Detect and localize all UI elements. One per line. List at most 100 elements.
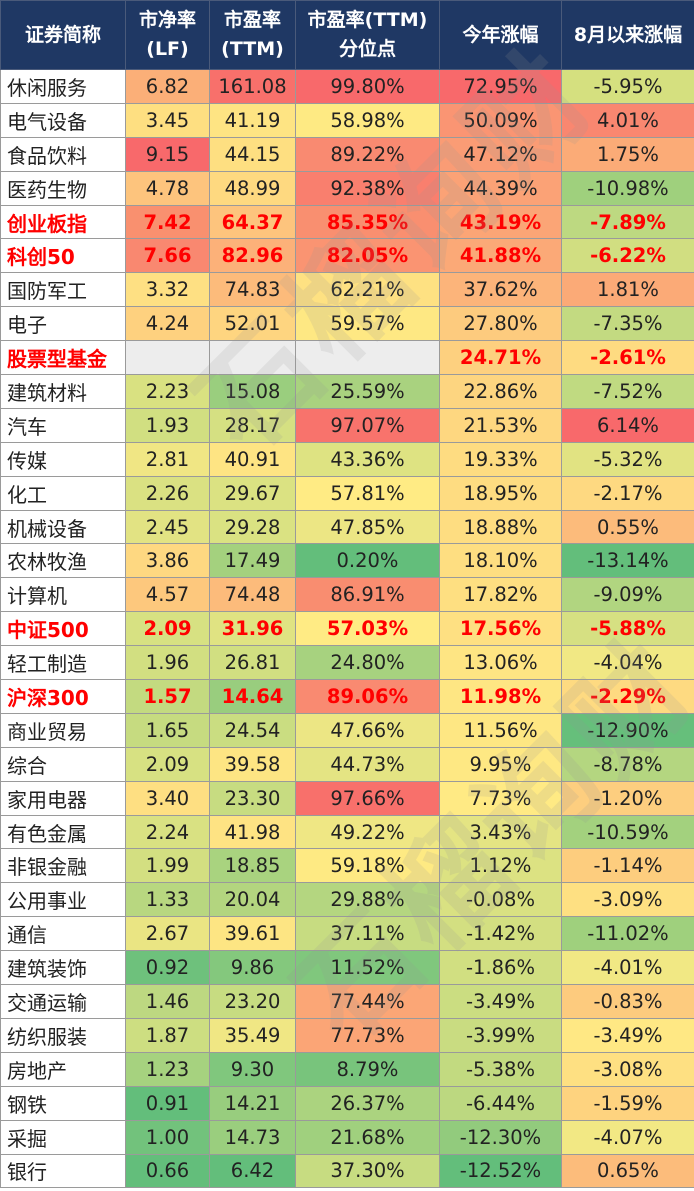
ytd-change: 41.88% — [439, 238, 562, 274]
security-name: 公用事业 — [0, 882, 126, 918]
ytd-change: 24.71% — [439, 340, 562, 376]
pe-value: 39.61 — [209, 916, 296, 952]
pe-percentile: 47.66% — [295, 712, 440, 748]
security-name: 食品饮料 — [0, 136, 126, 172]
security-name: 家用电器 — [0, 780, 126, 816]
pe-value: 18.85 — [209, 848, 296, 884]
table-row: 非银金融 1.99 18.85 59.18% 1.12% -1.14% — [0, 848, 694, 884]
pe-value: 17.49 — [209, 543, 296, 579]
table-row: 商业贸易 1.65 24.54 47.66% 11.56% -12.90% — [0, 712, 694, 748]
pe-percentile: 85.35% — [295, 204, 440, 240]
since-august-change: -7.35% — [561, 306, 694, 342]
pe-percentile: 77.44% — [295, 984, 440, 1019]
table-row: 电气设备 3.45 41.19 58.98% 50.09% 4.01% — [0, 102, 694, 138]
ytd-change: 18.10% — [439, 543, 562, 579]
pb-value: 2.81 — [125, 441, 210, 477]
pe-percentile: 97.66% — [295, 780, 440, 816]
pb-value: 3.40 — [125, 780, 210, 816]
table-row: 传媒 2.81 40.91 43.36% 19.33% -5.32% — [0, 441, 694, 477]
security-name: 科创50 — [0, 238, 126, 274]
ytd-change: -3.99% — [439, 1017, 562, 1053]
pb-value: 2.23 — [125, 374, 210, 409]
header-pe: 市盈率 (TTM) — [209, 0, 296, 70]
security-name: 采掘 — [0, 1119, 126, 1155]
pb-value: 1.33 — [125, 882, 210, 918]
pb-value: 3.45 — [125, 102, 210, 138]
security-name: 计算机 — [0, 577, 126, 613]
header-since-august-change: 8月以来涨幅 — [561, 0, 694, 70]
since-august-change: 0.65% — [561, 1153, 694, 1189]
since-august-change: -3.49% — [561, 1017, 694, 1053]
table-row: 建筑装饰 0.92 9.86 11.52% -1.86% -4.01% — [0, 950, 694, 986]
since-august-change: -6.22% — [561, 238, 694, 274]
since-august-change: -5.88% — [561, 611, 694, 647]
security-name: 银行 — [0, 1153, 126, 1189]
pe-value: 15.08 — [209, 374, 296, 409]
pe-percentile: 47.85% — [295, 509, 440, 545]
security-name: 国防军工 — [0, 272, 126, 308]
pb-value: 4.24 — [125, 306, 210, 342]
security-name: 交通运输 — [0, 984, 126, 1019]
ytd-change: 19.33% — [439, 441, 562, 477]
pe-value: 41.19 — [209, 102, 296, 138]
ytd-change: -5.38% — [439, 1051, 562, 1087]
since-august-change: -3.09% — [561, 882, 694, 918]
table-row: 有色金属 2.24 41.98 49.22% 3.43% -10.59% — [0, 814, 694, 850]
pb-value: 2.45 — [125, 509, 210, 545]
pb-value: 3.32 — [125, 272, 210, 308]
since-august-change: -7.89% — [561, 204, 694, 240]
security-name: 汽车 — [0, 407, 126, 443]
ytd-change: 7.73% — [439, 780, 562, 816]
ytd-change: 44.39% — [439, 170, 562, 206]
ytd-change: -1.86% — [439, 950, 562, 986]
since-august-change: -12.90% — [561, 712, 694, 748]
pe-value: 28.17 — [209, 407, 296, 443]
pe-value: 20.04 — [209, 882, 296, 918]
table-row: 股票型基金 24.71% -2.61% — [0, 340, 694, 376]
table-row: 纺织服装 1.87 35.49 77.73% -3.99% -3.49% — [0, 1017, 694, 1053]
pe-value: 39.58 — [209, 746, 296, 782]
security-name: 轻工制造 — [0, 645, 126, 681]
table-row: 公用事业 1.33 20.04 29.88% -0.08% -3.09% — [0, 882, 694, 918]
security-name: 沪深300 — [0, 679, 126, 714]
table-row: 机械设备 2.45 29.28 47.85% 18.88% 0.55% — [0, 509, 694, 545]
security-name: 传媒 — [0, 441, 126, 477]
pe-percentile: 0.20% — [295, 543, 440, 579]
since-august-change: -1.14% — [561, 848, 694, 884]
table-row: 沪深300 1.57 14.64 89.06% 11.98% -2.29% — [0, 679, 694, 714]
pe-value: 31.96 — [209, 611, 296, 647]
since-august-change: 4.01% — [561, 102, 694, 138]
pe-percentile: 37.11% — [295, 916, 440, 952]
pe-percentile: 86.91% — [295, 577, 440, 613]
security-name: 通信 — [0, 916, 126, 952]
pb-value: 4.78 — [125, 170, 210, 206]
pb-value: 1.99 — [125, 848, 210, 884]
security-name: 建筑装饰 — [0, 950, 126, 986]
pe-value: 82.96 — [209, 238, 296, 274]
security-name: 纺织服装 — [0, 1017, 126, 1053]
pb-value: 6.82 — [125, 69, 210, 104]
since-august-change: -0.83% — [561, 984, 694, 1019]
table-row: 家用电器 3.40 23.30 97.66% 7.73% -1.20% — [0, 780, 694, 816]
pe-value: 35.49 — [209, 1017, 296, 1053]
pe-value: 14.21 — [209, 1085, 296, 1121]
pb-value: 2.24 — [125, 814, 210, 850]
pb-value — [125, 340, 210, 376]
since-august-change: -9.09% — [561, 577, 694, 613]
pe-value: 161.08 — [209, 69, 296, 104]
since-august-change: -4.07% — [561, 1119, 694, 1155]
ytd-change: 18.95% — [439, 475, 562, 511]
ytd-change: 18.88% — [439, 509, 562, 545]
since-august-change: 0.55% — [561, 509, 694, 545]
pe-percentile: 58.98% — [295, 102, 440, 138]
pb-value: 0.92 — [125, 950, 210, 986]
ytd-change: 47.12% — [439, 136, 562, 172]
security-name: 股票型基金 — [0, 340, 126, 376]
security-name: 电子 — [0, 306, 126, 342]
security-name: 建筑材料 — [0, 374, 126, 409]
pe-percentile: 97.07% — [295, 407, 440, 443]
pe-value: 6.42 — [209, 1153, 296, 1189]
table-row: 钢铁 0.91 14.21 26.37% -6.44% -1.59% — [0, 1085, 694, 1121]
ytd-change: -0.08% — [439, 882, 562, 918]
since-august-change: -7.52% — [561, 374, 694, 409]
